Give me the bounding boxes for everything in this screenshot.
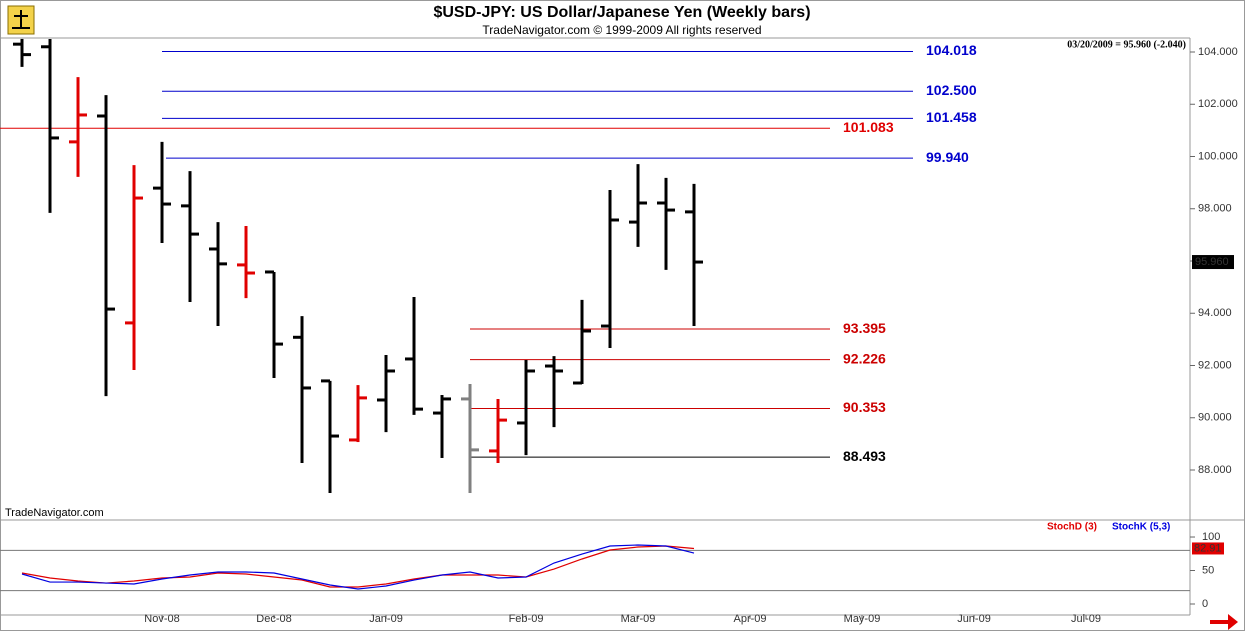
y-tick-label: 104.000 xyxy=(1198,46,1238,58)
level-label: 101.083 xyxy=(843,119,894,135)
last-value-box xyxy=(1192,542,1224,555)
last-price-label: 95.960 xyxy=(1195,256,1229,268)
scroll-arrow[interactable] xyxy=(1210,614,1238,630)
chart-subtitle: TradeNavigator.com © 1999-2009 All right… xyxy=(482,23,761,37)
legend-entry: StochK (5,3) xyxy=(1112,522,1170,533)
x-tick-label: May-09 xyxy=(844,613,881,625)
level-label: 93.395 xyxy=(843,320,886,336)
stoch-line xyxy=(21,544,695,590)
x-tick-label: Nov-08 xyxy=(144,613,179,625)
y-tick-label: 50 xyxy=(1202,564,1214,576)
chart-title: $USD-JPY: US Dollar/Japanese Yen (Weekly… xyxy=(433,4,810,21)
y-tick-label: 88.000 xyxy=(1198,464,1232,476)
last-price-box xyxy=(1192,255,1234,270)
x-tick-label: Mar-09 xyxy=(621,613,656,625)
level-label: 92.226 xyxy=(843,350,886,366)
y-tick-label: 90.000 xyxy=(1198,412,1232,424)
legend-entry: StochD (3) xyxy=(1047,522,1097,533)
level-label: 104.018 xyxy=(926,42,977,58)
watermark: TradeNavigator.com xyxy=(5,507,104,519)
level-label: 101.458 xyxy=(926,109,977,125)
x-tick-label: Jan-09 xyxy=(369,613,403,625)
y-tick-label: 0 xyxy=(1202,598,1208,610)
y-tick-label: 100.000 xyxy=(1198,150,1238,162)
y-tick-label: 92.000 xyxy=(1198,359,1232,371)
x-tick-label: Feb-09 xyxy=(509,613,544,625)
y-tick-label: 100 xyxy=(1202,531,1220,543)
level-label: 99.940 xyxy=(926,149,969,165)
x-tick-label: Dec-08 xyxy=(256,613,291,625)
x-tick-label: Jul-09 xyxy=(1071,613,1101,625)
y-tick-label: 94.000 xyxy=(1198,307,1232,319)
y-tick-label: 102.000 xyxy=(1198,98,1238,110)
y-tick-label: 98.000 xyxy=(1198,203,1232,215)
level-label: 102.500 xyxy=(926,82,977,98)
logo xyxy=(7,5,35,35)
x-tick-label: Apr-09 xyxy=(733,613,766,625)
stoch-line xyxy=(21,545,695,588)
x-tick-label: Jun-09 xyxy=(957,613,991,625)
last-value-label: 82.91 xyxy=(1194,542,1222,554)
level-label: 90.353 xyxy=(843,399,886,415)
info-text: 03/20/2009 = 95.960 (-2.040) xyxy=(1067,39,1186,50)
level-label: 88.493 xyxy=(843,448,886,464)
